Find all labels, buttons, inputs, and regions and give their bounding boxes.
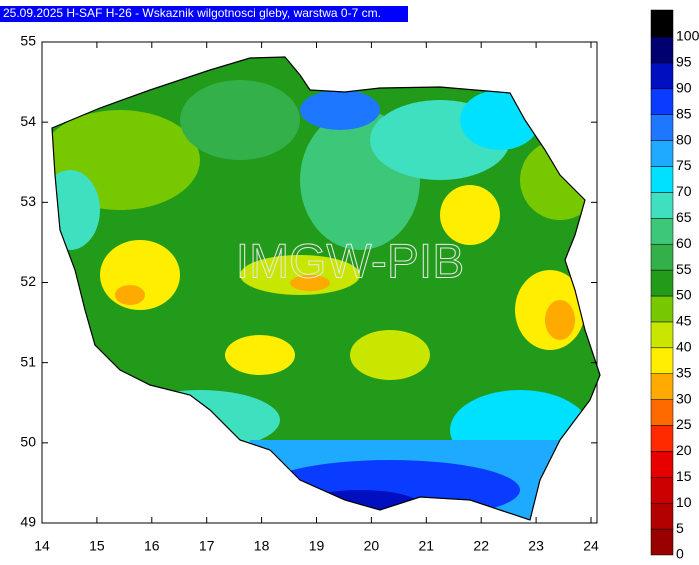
colorbar-segment (650, 192, 674, 219)
x-tick-label: 19 (309, 538, 325, 554)
colorbar-segment (650, 140, 674, 167)
country-border (51, 56, 601, 521)
title-background (0, 6, 408, 22)
colorbar-label: 45 (676, 313, 692, 329)
y-tick-label: 51 (20, 353, 36, 369)
colorbar-label: 25 (676, 416, 692, 432)
x-tick-label: 17 (199, 538, 215, 554)
watermark: IMGW-PIB (236, 236, 464, 289)
x-tick-label: 20 (364, 538, 380, 554)
x-tick-label: 22 (473, 538, 489, 554)
colorbar-segment (650, 243, 674, 271)
colorbar-segment (650, 269, 674, 297)
colorbar-label: 95 (676, 54, 692, 70)
colorbar-label: 85 (676, 105, 692, 121)
colorbar-segment (650, 321, 674, 349)
colorbar-label: 75 (676, 157, 692, 173)
colorbar-label: 100 (676, 28, 699, 44)
y-tick-label: 55 (20, 33, 36, 49)
map-title: 25.09.2025 H-SAF H-26 - Wskaznik wilgotn… (3, 6, 381, 20)
colorbar-segment (650, 425, 674, 452)
colorbar-label: 0 (676, 546, 684, 562)
colorbar-segment (650, 88, 674, 115)
x-tick-label: 18 (254, 538, 270, 554)
colorbar-segment (650, 166, 674, 193)
colorbar-label: 20 (676, 442, 692, 458)
colorbar-segment (650, 347, 674, 374)
x-tick-label: 14 (34, 538, 50, 554)
x-tick-label: 23 (528, 538, 544, 554)
colorbar-label: 55 (676, 261, 692, 277)
colorbar-segment (650, 528, 674, 556)
colorbar-segment (650, 9, 674, 38)
colorbar-segment (650, 295, 674, 323)
colorbar-label: 50 (676, 287, 692, 303)
colorbar-label: 70 (676, 183, 692, 199)
colorbar-label: 15 (676, 468, 692, 484)
colorbar-label: 30 (676, 390, 692, 406)
colorbar-label: 65 (676, 209, 692, 225)
y-tick-label: 52 (20, 273, 36, 289)
colorbar-segment (650, 477, 674, 504)
y-tick-label: 53 (20, 193, 36, 209)
colorbar-segment (650, 399, 674, 426)
x-tick-label: 16 (144, 538, 160, 554)
colorbar-segment (650, 502, 674, 530)
y-tick-label: 50 (20, 434, 36, 450)
y-tick-label: 54 (20, 113, 36, 129)
colorbar-label: 5 (676, 520, 684, 536)
colorbar-segment (650, 114, 674, 141)
colorbar-label: 40 (676, 339, 692, 355)
colorbar-segment (650, 451, 674, 478)
y-tick-label: 49 (20, 514, 36, 530)
colorbar-label: 60 (676, 235, 692, 251)
x-tick-label: 15 (89, 538, 105, 554)
x-tick-label: 24 (583, 538, 599, 554)
x-tick-label: 21 (419, 538, 435, 554)
colorbar-label: 80 (676, 131, 692, 147)
colorbar-segment (650, 62, 674, 90)
colorbar-segment (650, 36, 674, 64)
colorbar-label: 10 (676, 494, 692, 510)
colorbar-segment (650, 373, 674, 400)
colorbar-label: 35 (676, 364, 692, 380)
colorbar-segment (650, 218, 674, 245)
colorbar-label: 90 (676, 80, 692, 96)
